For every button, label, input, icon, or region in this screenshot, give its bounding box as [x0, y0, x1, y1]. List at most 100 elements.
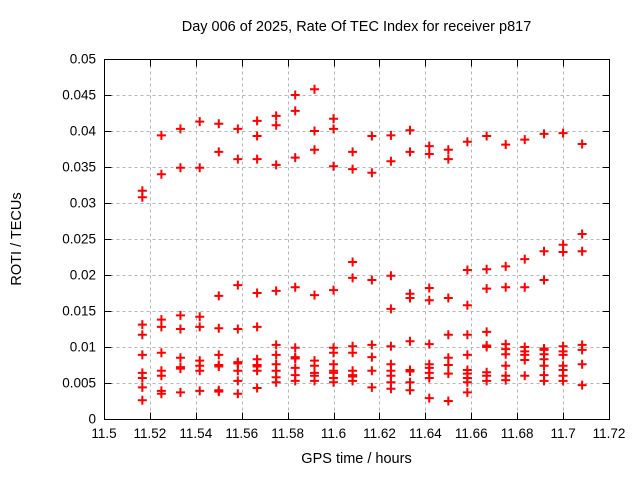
data-point-marker [348, 376, 358, 386]
data-point-marker [329, 348, 339, 358]
data-point-marker [309, 145, 319, 155]
x-tick-label: 11.66 [455, 426, 488, 441]
data-point-marker [405, 336, 415, 346]
data-point-marker [386, 384, 396, 394]
data-point-marker [175, 310, 185, 320]
data-point-marker [195, 163, 205, 173]
data-point-marker [424, 283, 434, 293]
data-point-marker [520, 355, 530, 365]
data-point-marker [462, 387, 472, 397]
x-tick-label: 11.62 [363, 426, 396, 441]
data-point-marker [175, 353, 185, 363]
data-point-marker [482, 284, 492, 294]
data-point-marker [577, 380, 587, 390]
x-tick-label: 11.7 [550, 426, 575, 441]
x-tick-label: 11.58 [271, 426, 304, 441]
data-point-marker [520, 135, 530, 145]
data-point-marker [539, 376, 549, 386]
data-point-marker [405, 366, 415, 376]
y-tick-label: 0.05 [70, 52, 96, 67]
data-point-marker [367, 275, 377, 285]
data-point-marker [137, 192, 147, 202]
data-point-marker [539, 361, 549, 371]
chart-title: Day 006 of 2025, Rate Of TEC Index for r… [181, 19, 532, 35]
data-point-marker [443, 154, 453, 164]
data-point-marker [577, 229, 587, 239]
data-point-marker [252, 322, 262, 332]
data-point-marker [462, 330, 472, 340]
data-point-marker [520, 371, 530, 381]
data-point-marker [329, 285, 339, 295]
x-tick-label: 11.6 [321, 426, 346, 441]
data-point-marker [386, 304, 396, 314]
data-point-marker [252, 288, 262, 298]
data-point-marker [577, 359, 587, 369]
data-point-marker [329, 377, 339, 387]
data-point-marker [482, 264, 492, 274]
data-point-marker [156, 169, 166, 179]
x-tick-label: 11.68 [501, 426, 534, 441]
data-point-marker [501, 261, 511, 271]
data-point-marker [558, 128, 568, 138]
data-point-marker [156, 371, 166, 381]
data-point-marker [175, 124, 185, 134]
y-tick-label: 0.02 [70, 268, 96, 283]
data-point-marker [214, 361, 224, 371]
x-tick-label: 11.64 [409, 426, 442, 441]
data-point-marker [233, 324, 243, 334]
data-point-marker [271, 111, 281, 121]
y-tick-label: 0.03 [70, 196, 96, 211]
data-point-marker [233, 376, 243, 386]
data-point-marker [462, 377, 472, 387]
x-tick-label: 11.72 [593, 426, 626, 441]
data-point-marker [271, 377, 281, 387]
data-point-marker [195, 322, 205, 332]
data-point-marker [195, 117, 205, 127]
data-point-marker [424, 295, 434, 305]
data-point-marker [462, 350, 472, 360]
data-point-marker [309, 376, 319, 386]
data-point-marker [348, 164, 358, 174]
data-point-marker [214, 323, 224, 333]
data-point-marker [290, 354, 300, 364]
data-point-marker [348, 273, 358, 283]
data-point-marker [175, 324, 185, 334]
data-point-marker [137, 382, 147, 392]
y-tick-label: 0.035 [62, 160, 96, 175]
data-point-marker [501, 140, 511, 150]
y-tick-label: 0.015 [62, 304, 96, 319]
data-point-marker [405, 147, 415, 157]
x-tick-label: 11.54 [179, 426, 212, 441]
data-point-marker [252, 366, 262, 376]
data-point-marker [348, 257, 358, 267]
data-point-marker [577, 246, 587, 256]
y-tick-label: 0.045 [62, 88, 96, 103]
data-point-marker [539, 246, 549, 256]
data-point-marker [252, 116, 262, 126]
data-point-marker [443, 360, 453, 370]
data-point-marker [214, 119, 224, 129]
x-tick-label: 11.5 [91, 426, 116, 441]
y-tick-label: 0.04 [70, 124, 97, 139]
data-point-marker [290, 376, 300, 386]
data-point-marker [482, 376, 492, 386]
data-point-marker [443, 145, 453, 155]
data-point-marker [424, 393, 434, 403]
data-point-marker [405, 377, 415, 387]
data-point-marker [309, 126, 319, 136]
data-point-marker [367, 366, 377, 376]
data-point-marker [309, 84, 319, 94]
y-tick-label: 0 [88, 412, 96, 427]
data-point-marker [195, 366, 205, 376]
data-point-marker [386, 130, 396, 140]
data-point-marker [271, 286, 281, 296]
data-point-marker [501, 349, 511, 359]
x-tick-label: 11.56 [225, 426, 258, 441]
data-point-marker [443, 330, 453, 340]
x-axis-label: GPS time / hours [301, 451, 412, 467]
data-point-marker [348, 147, 358, 157]
data-point-marker [367, 340, 377, 350]
data-point-marker [367, 131, 377, 141]
data-point-marker [577, 345, 587, 355]
